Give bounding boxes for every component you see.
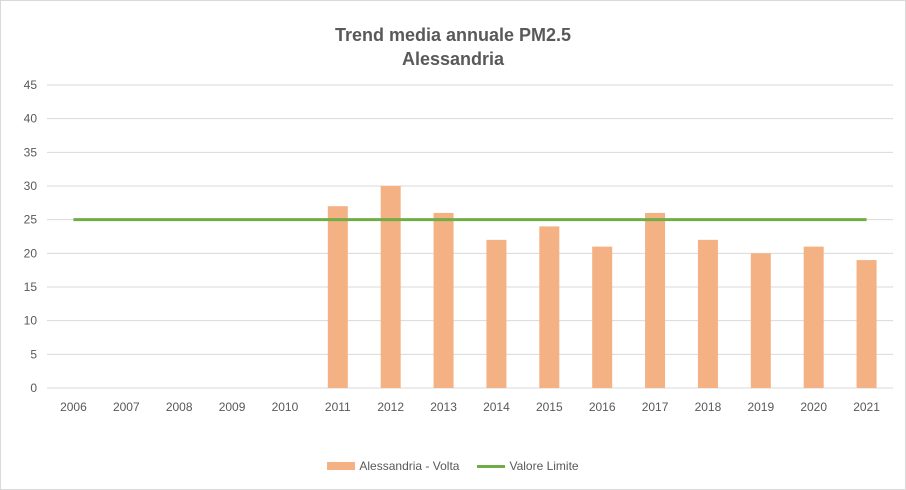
y-tick-label: 30 — [24, 179, 38, 193]
x-tick-label: 2021 — [853, 400, 880, 414]
x-tick-label: 2010 — [272, 400, 299, 414]
legend-swatch-line — [477, 464, 506, 468]
x-tick-label: 2011 — [325, 400, 351, 414]
x-tick-label: 2020 — [800, 400, 827, 414]
bar — [697, 239, 718, 388]
x-tick-label: 2019 — [747, 400, 774, 414]
x-tick-label: 2013 — [430, 400, 457, 414]
x-tick-label: 2012 — [377, 400, 404, 414]
y-tick-label: 45 — [24, 78, 38, 92]
bar — [750, 253, 771, 388]
bar — [486, 239, 507, 388]
y-tick-label: 20 — [24, 246, 38, 260]
legend-swatch-bar — [327, 462, 356, 470]
bar — [856, 260, 877, 388]
y-tick-label: 10 — [24, 314, 38, 328]
legend-label: Valore Limite — [509, 459, 579, 473]
x-tick-label: 2016 — [589, 400, 616, 414]
bar — [433, 212, 454, 388]
x-tick-label: 2008 — [166, 400, 193, 414]
bar — [539, 226, 560, 388]
bar — [380, 186, 401, 388]
bar — [645, 212, 666, 388]
bar — [592, 246, 613, 388]
x-tick-label: 2014 — [483, 400, 510, 414]
y-tick-label: 40 — [24, 112, 38, 126]
y-tick-label: 0 — [30, 381, 37, 395]
x-tick-label: 2009 — [219, 400, 246, 414]
legend-label: Alessandria - Volta — [359, 459, 460, 473]
y-tick-label: 25 — [24, 213, 38, 227]
chart-subtitle: Alessandria — [401, 49, 505, 69]
bar — [803, 246, 824, 388]
legend-item-bar: Alessandria - Volta — [327, 459, 459, 473]
legend-item-line: Valore Limite — [477, 459, 579, 473]
bar — [327, 206, 348, 388]
legend: Alessandria - Volta Valore Limite — [0, 459, 906, 473]
y-tick-label: 35 — [24, 145, 38, 159]
chart-title: Trend media annuale PM2.5 — [334, 25, 572, 45]
x-tick-label: 2018 — [695, 400, 722, 414]
x-tick-label: 2006 — [60, 400, 87, 414]
y-tick-label: 5 — [30, 347, 37, 361]
x-tick-label: 2015 — [536, 400, 563, 414]
x-tick-label: 2007 — [113, 400, 140, 414]
x-tick-label: 2017 — [642, 400, 669, 414]
y-tick-label: 15 — [24, 280, 38, 294]
